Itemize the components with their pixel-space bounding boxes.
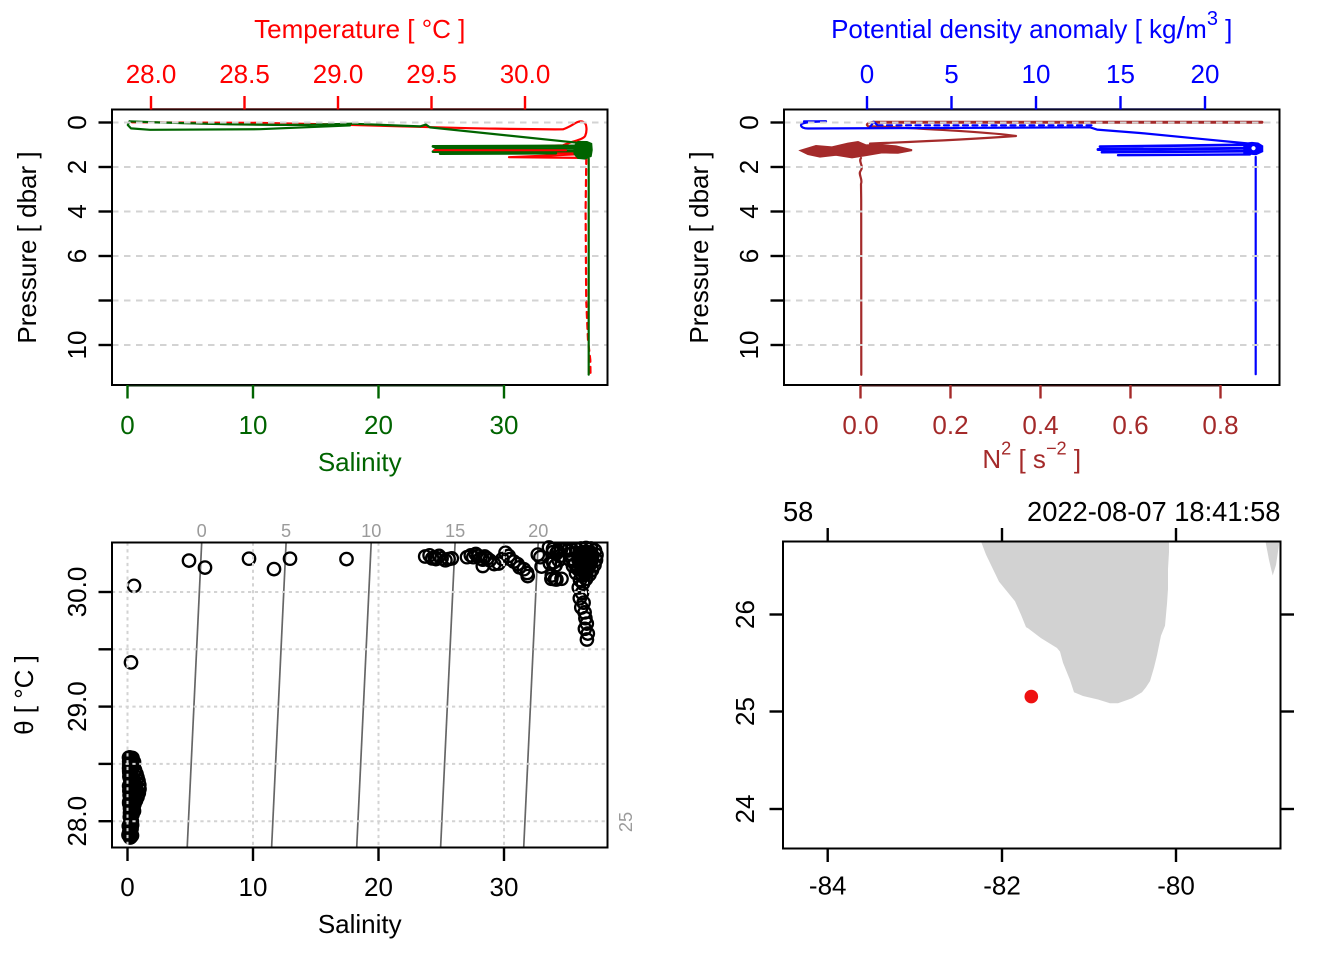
svg-text:0: 0 (120, 410, 134, 440)
svg-text:10: 10 (239, 872, 268, 902)
svg-text:6: 6 (734, 249, 764, 263)
svg-text:Potential density anomaly [ kg: Potential density anomaly [ kg/m3 ] (831, 8, 1232, 45)
svg-text:2022-08-07 18:41:58: 2022-08-07 18:41:58 (1027, 496, 1280, 527)
svg-text:4: 4 (62, 204, 92, 218)
svg-text:20: 20 (528, 521, 548, 541)
svg-text:24: 24 (730, 795, 760, 824)
svg-text:15: 15 (1106, 59, 1135, 89)
svg-text:0: 0 (120, 872, 134, 902)
svg-text:0: 0 (734, 115, 764, 129)
svg-text:20: 20 (1191, 59, 1220, 89)
svg-text:N2 [ s−2 ]: N2 [ s−2 ] (982, 439, 1081, 475)
svg-text:0.4: 0.4 (1022, 410, 1058, 440)
svg-text:2: 2 (734, 160, 764, 174)
svg-text:20: 20 (364, 872, 393, 902)
svg-text:30: 30 (490, 410, 519, 440)
svg-text:5: 5 (281, 521, 291, 541)
svg-text:10: 10 (62, 331, 92, 360)
svg-text:30.0: 30.0 (62, 567, 92, 618)
svg-text:0.6: 0.6 (1112, 410, 1148, 440)
svg-text:25: 25 (616, 812, 636, 832)
svg-text:0: 0 (197, 521, 207, 541)
svg-text:θ [ °C ]: θ [ °C ] (9, 655, 39, 735)
svg-text:28.5: 28.5 (219, 59, 270, 89)
svg-text:Salinity: Salinity (318, 447, 402, 477)
svg-text:4: 4 (734, 204, 764, 218)
svg-text:10: 10 (734, 331, 764, 360)
svg-text:2: 2 (62, 160, 92, 174)
svg-text:-80: -80 (1157, 871, 1195, 901)
svg-text:28.0: 28.0 (126, 59, 177, 89)
svg-text:0: 0 (860, 59, 874, 89)
svg-text:Salinity: Salinity (318, 909, 402, 939)
svg-text:Pressure [ dbar ]: Pressure [ dbar ] (12, 151, 42, 343)
svg-text:0.0: 0.0 (842, 410, 878, 440)
svg-text:26: 26 (730, 600, 760, 629)
svg-text:29.0: 29.0 (313, 59, 364, 89)
svg-text:Temperature [ °C ]: Temperature [ °C ] (254, 14, 465, 44)
svg-text:10: 10 (239, 410, 268, 440)
svg-text:5: 5 (944, 59, 958, 89)
svg-text:0.8: 0.8 (1202, 410, 1238, 440)
svg-text:58: 58 (783, 496, 813, 527)
svg-text:10: 10 (1022, 59, 1051, 89)
svg-text:0: 0 (62, 115, 92, 129)
svg-text:10: 10 (361, 521, 381, 541)
svg-text:-82: -82 (983, 871, 1021, 901)
svg-text:-84: -84 (809, 871, 847, 901)
svg-text:6: 6 (62, 249, 92, 263)
svg-text:25: 25 (730, 697, 760, 726)
svg-text:30: 30 (490, 872, 519, 902)
svg-text:0.2: 0.2 (932, 410, 968, 440)
svg-text:30.0: 30.0 (500, 59, 551, 89)
svg-text:29.5: 29.5 (406, 59, 457, 89)
svg-text:Pressure [ dbar ]: Pressure [ dbar ] (684, 151, 714, 343)
svg-text:15: 15 (445, 521, 465, 541)
svg-text:20: 20 (364, 410, 393, 440)
svg-text:28.0: 28.0 (62, 796, 92, 847)
svg-text:29.0: 29.0 (62, 681, 92, 732)
